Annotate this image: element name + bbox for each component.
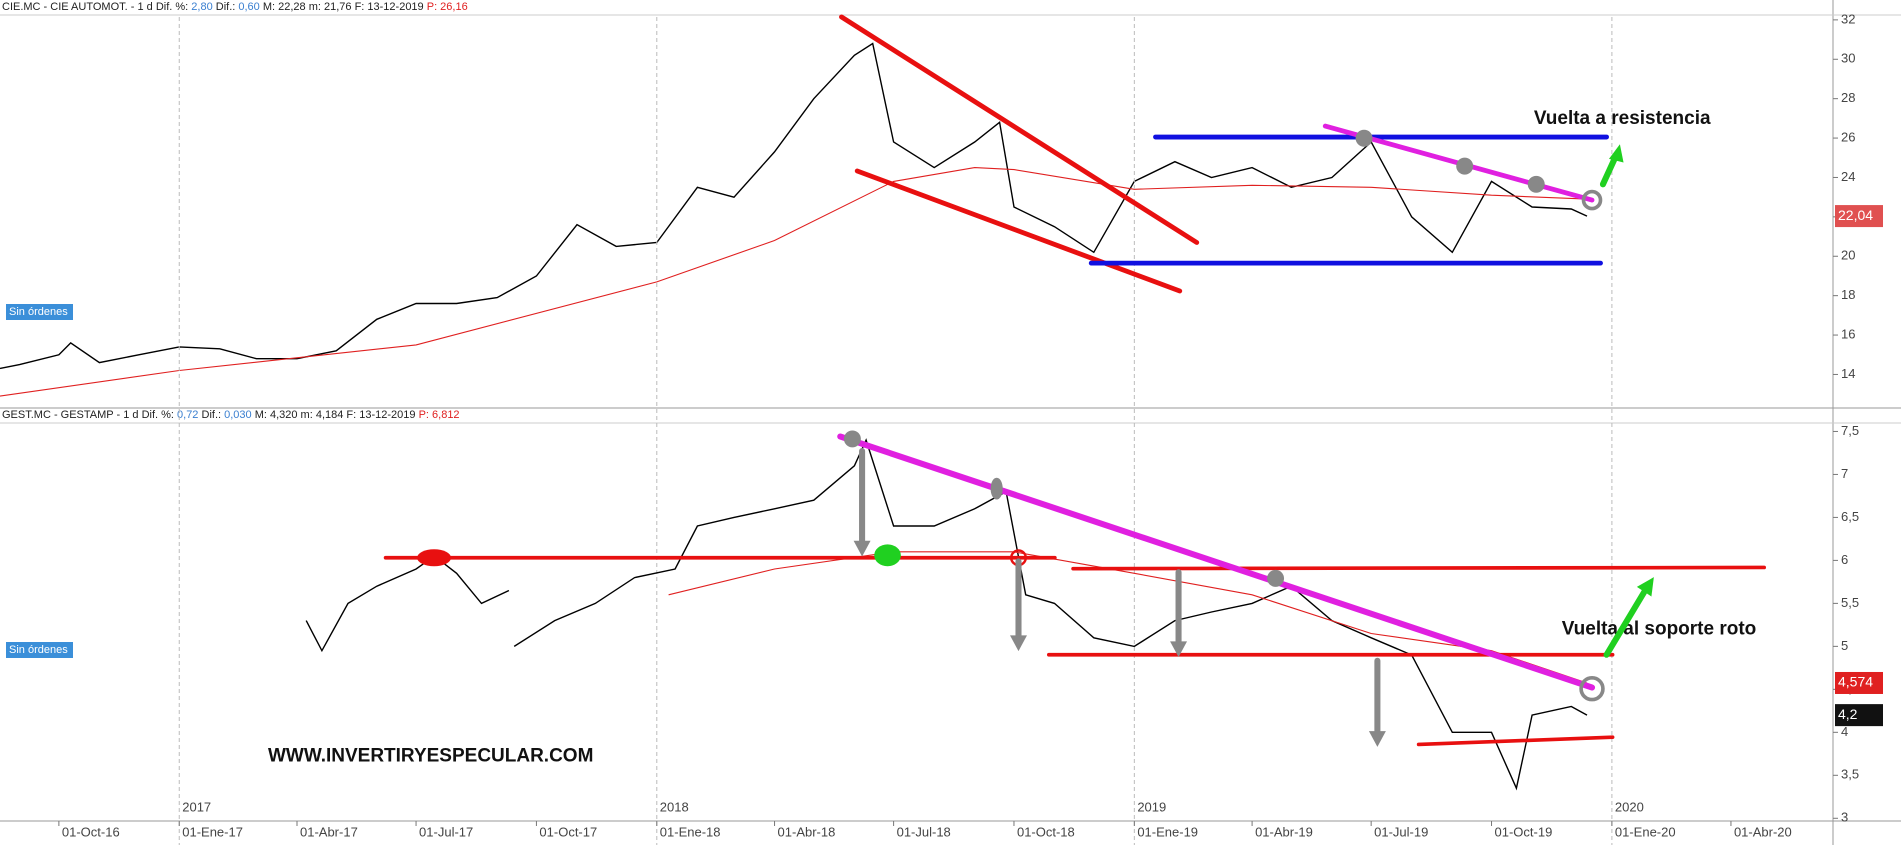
drop-arrow-heads [853,540,1386,747]
year-label: 2019 [1137,799,1166,814]
target-ring [1579,675,1605,702]
trend-line [854,168,1183,294]
x-tick-label: 01-Abr-20 [1734,824,1792,839]
touch-point [417,549,452,567]
x-tick-label: 01-Abr-18 [778,824,836,839]
header-field: P: 26,16 [427,1,468,13]
y-tick-label: 5 [1841,638,1848,653]
price-tag-label: 22,04 [1838,207,1873,223]
header-field: 0,030 [224,409,252,421]
header-field: M: 4,320 m: 4,184 F: 13-12-2019 [252,409,419,421]
status-label: Sin órdenes [9,306,68,318]
year-label: 2017 [182,799,211,814]
arrow [1603,585,1650,658]
y-tick-label: 3,5 [1841,767,1859,782]
y-tick-label: 32 [1841,11,1855,26]
y-tick-label: 24 [1841,169,1855,184]
y-tick-label: 28 [1841,90,1855,105]
year-label: 2020 [1615,799,1644,814]
header-field: 0,60 [238,1,259,13]
y-tick-label: 16 [1841,326,1855,341]
price-tag-label: 4,2 [1838,706,1858,722]
x-tick-label: 01-Ene-17 [182,824,243,839]
touch-point [990,477,1003,500]
annotation: Vuelta al soporte roto [1562,618,1757,639]
annotation: WWW.INVERTIRYESPECULAR.COM [268,746,593,767]
status-label: Sin órdenes [9,644,68,656]
x-tick-label: 01-Oct-18 [1017,824,1075,839]
status-box [6,642,73,658]
touch-point [843,430,861,448]
x-tick-label: 01-Abr-19 [1255,824,1313,839]
y-tick-label: 6,5 [1841,509,1859,524]
y-tick-label: 5,5 [1841,595,1859,610]
header-field: Dif.: [213,1,239,13]
touch-point [874,544,901,567]
price-tag [1835,704,1883,727]
trend-line [839,14,1200,245]
x-tick-label: 01-Oct-16 [62,824,120,839]
price-tag-label: 4,574 [1838,674,1873,690]
status-box [6,304,73,320]
touch-point [1267,569,1285,587]
y-tick-label: 7,5 [1841,423,1859,438]
header-field: 2,80 [191,1,212,13]
header-field: 0,72 [177,409,198,421]
y-tick-label: 26 [1841,130,1855,145]
header-field: GEST.MC - GESTAMP - 1 d Dif. %: [2,409,177,421]
y-tick-label: 14 [1841,366,1855,381]
trend-line [837,433,1596,691]
x-tick-label: 01-Ene-18 [660,824,721,839]
price-line [668,551,1588,684]
y-tick-label: 20 [1841,248,1855,263]
target-ring [1581,189,1603,211]
header-field: CIE.MC - CIE AUTOMOT. - 1 d Dif. %: [2,1,191,13]
header-field: P: 6,812 [419,409,460,421]
x-tick-label: 01-Ene-20 [1615,824,1676,839]
drawings [383,14,1767,747]
y-tick-label: 7 [1841,466,1848,481]
touch-point [1355,129,1373,147]
price-line [305,438,1588,791]
touch-point [1456,157,1474,175]
header-field: M: 22,28 m: 21,76 F: 13-12-2019 [260,1,427,13]
x-tick-label: 01-Jul-17 [419,824,473,839]
x-tick-label: 01-Ene-19 [1137,824,1198,839]
x-tick-label: 01-Oct-17 [539,824,597,839]
header-field: Dif.: [198,409,224,421]
panel-header: CIE.MC - CIE AUTOMOT. - 1 d Dif. %: 2,80… [2,1,468,13]
panel-header: GEST.MC - GESTAMP - 1 d Dif. %: 0,72 Dif… [2,409,460,421]
y-tick-label: 6 [1841,552,1848,567]
x-tick-label: 01-Oct-19 [1495,824,1553,839]
arrow-head [1608,144,1624,163]
x-tick-label: 01-Jul-19 [1374,824,1428,839]
support-line [1071,565,1767,571]
x-tick-label: 01-Abr-17 [300,824,358,839]
drop-arrows [859,448,1381,735]
y-tick-label: 4 [1841,724,1848,739]
price-line [0,42,1588,370]
support-line [1416,735,1615,747]
x-tick-label: 01-Jul-18 [897,824,951,839]
price-tag [1835,205,1883,228]
y-tick-label: 30 [1841,51,1855,66]
y-tick-label: 3 [1841,810,1848,825]
y-tick-label: 18 [1841,287,1855,302]
touch-point [1527,175,1545,193]
arrow-head [1636,577,1654,597]
annotation: Vuelta a resistencia [1534,108,1711,129]
year-label: 2018 [660,799,689,814]
price-line [0,167,1588,397]
price-tag [1835,671,1883,694]
